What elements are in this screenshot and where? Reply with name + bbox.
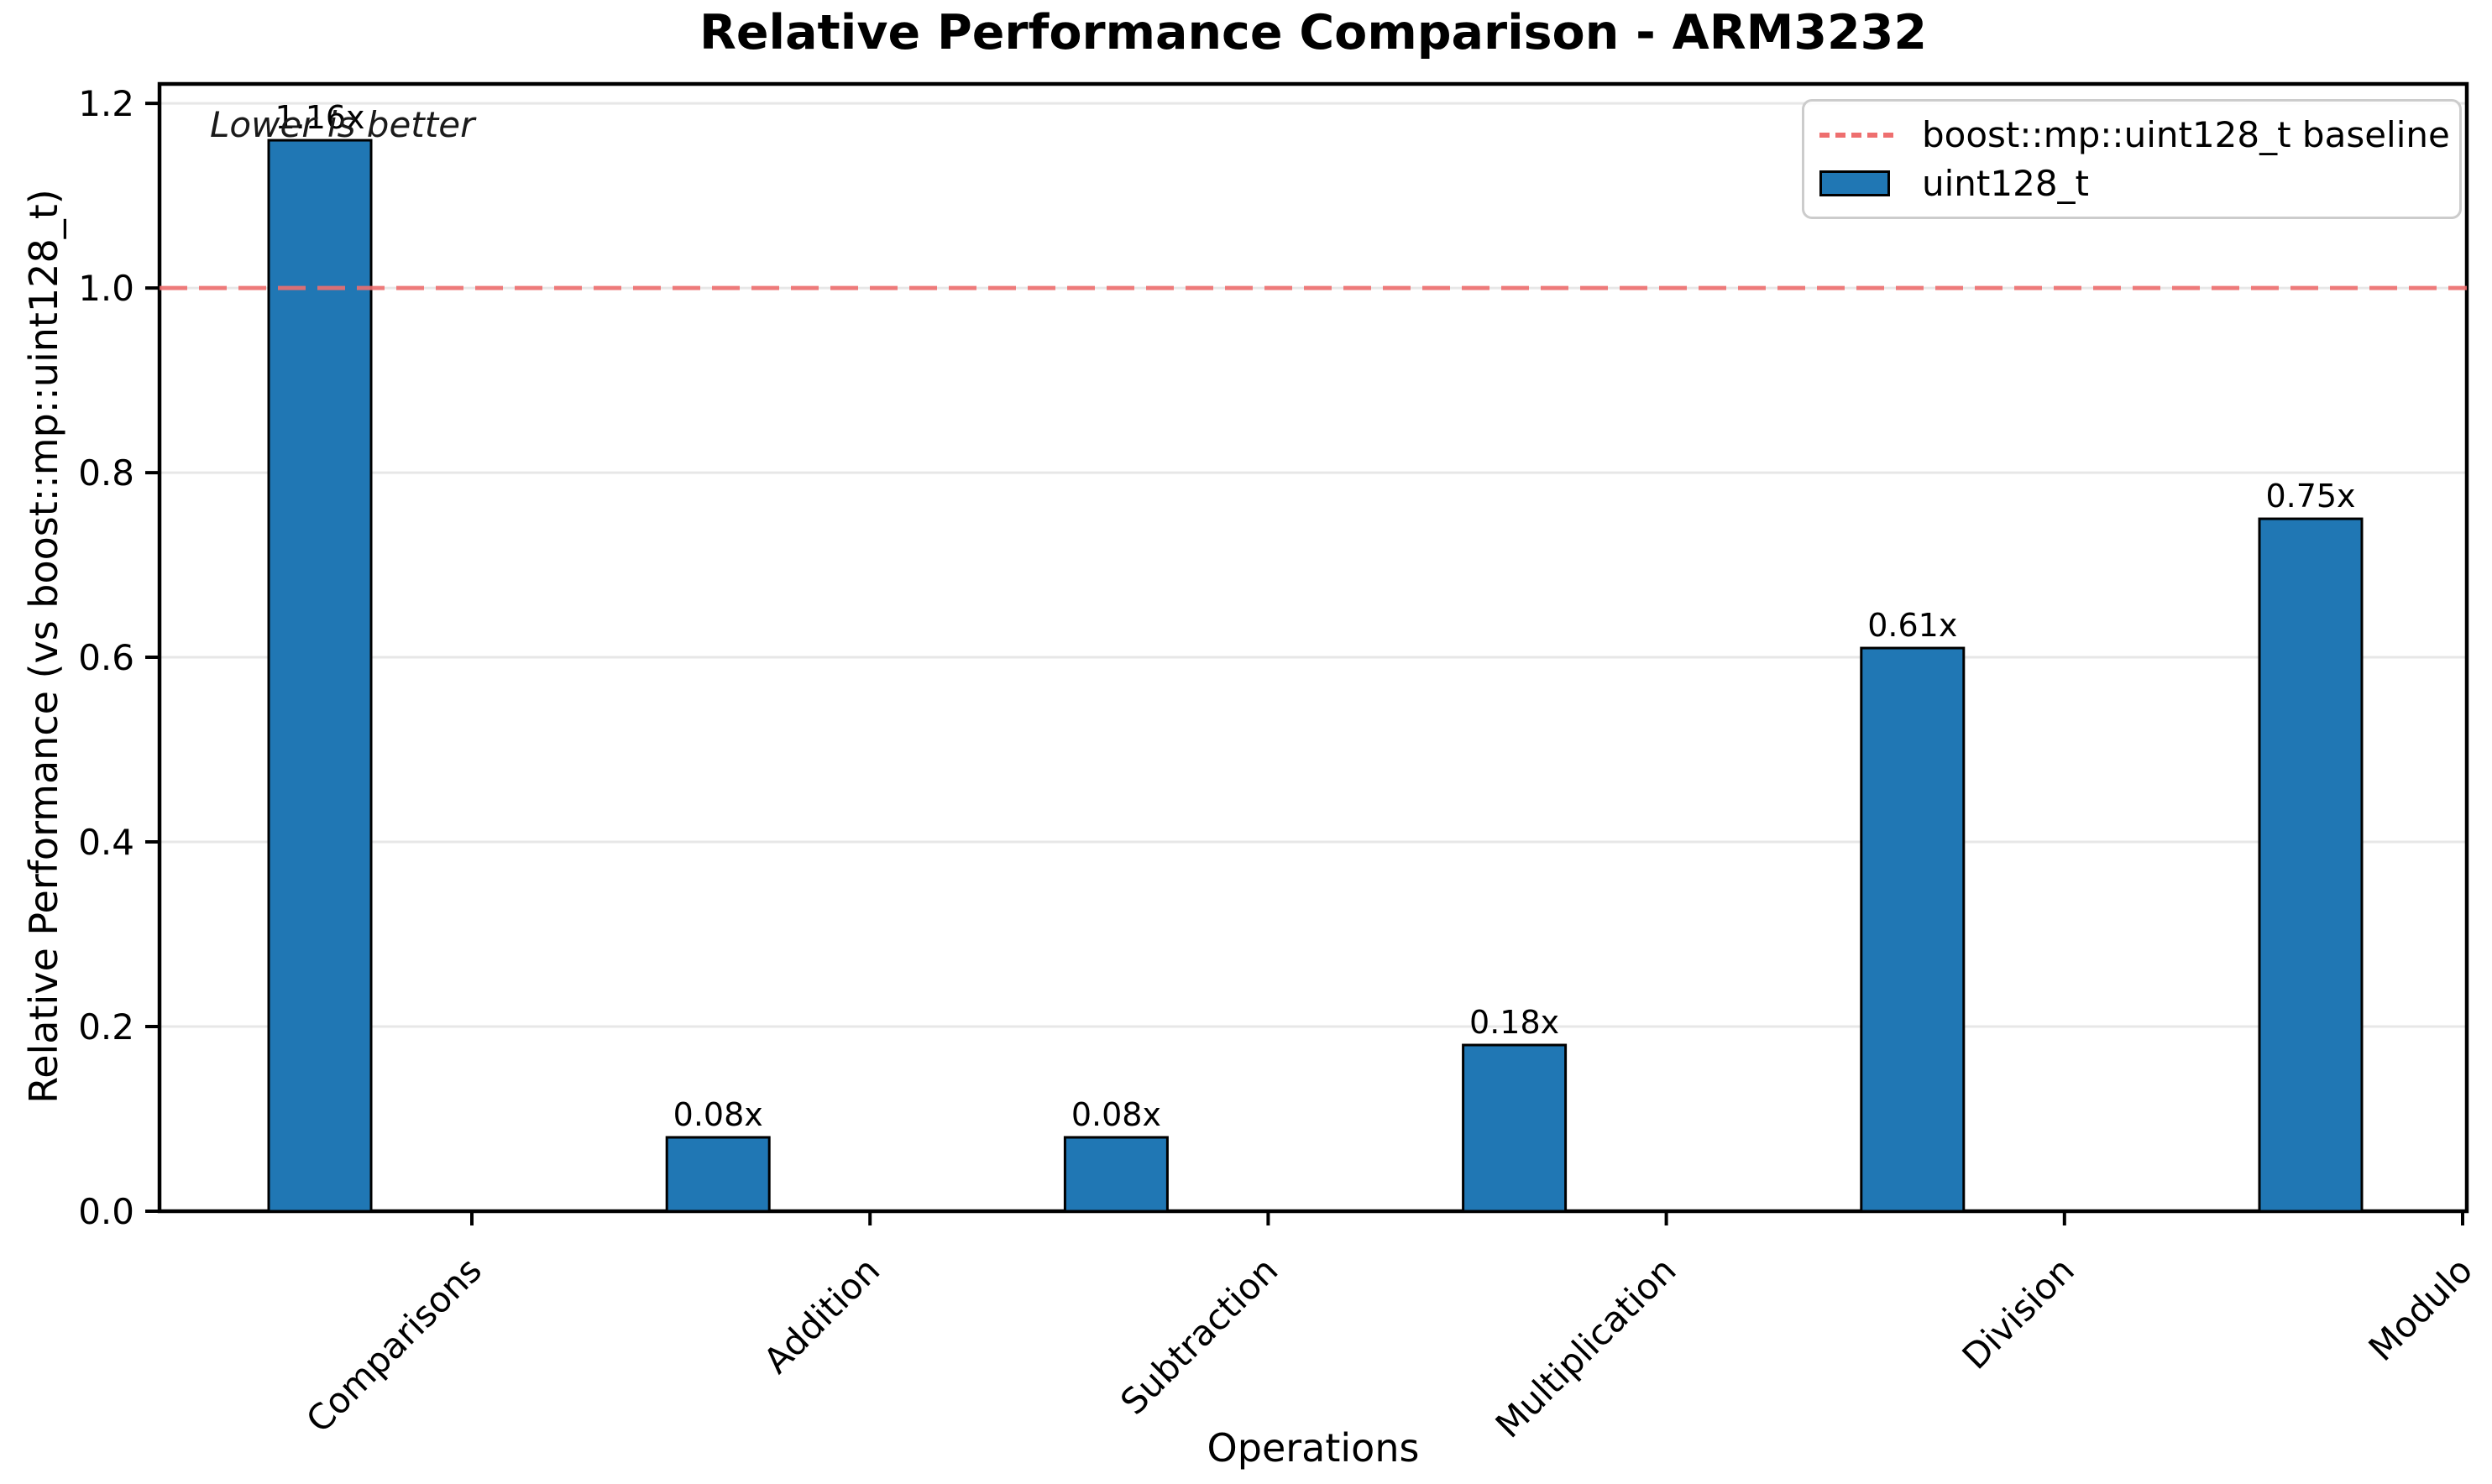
plot-border	[157, 81, 2469, 1214]
x-tick-label-modulo: Modulo	[2361, 1249, 2481, 1369]
bar-value-label: 0.08x	[673, 1096, 763, 1133]
legend-entry-uint128: uint128_t	[1804, 163, 2459, 204]
legend-entry-baseline: boost::mp::uint128_t baseline	[1804, 114, 2459, 155]
y-tick-label: 0.8	[78, 452, 134, 494]
x-tick-label-comparisons: Comparisons	[298, 1249, 490, 1440]
bar-value-label: 0.08x	[1071, 1096, 1161, 1133]
chart-title: Relative Performance Comparison - ARM323…	[699, 5, 1928, 60]
y-tick-label: 1.2	[78, 83, 134, 124]
legend-label-baseline: boost::mp::uint128_t baseline	[1922, 114, 2450, 155]
y-tick-label: 0.4	[78, 822, 134, 863]
y-tick-label: 0.0	[78, 1191, 134, 1232]
lower-is-better-annotation: Lower is better	[210, 104, 475, 145]
x-axis-label: Operations	[1207, 1425, 1420, 1471]
legend-symbol-cell	[1819, 170, 1900, 196]
y-tick-label: 0.2	[78, 1006, 134, 1048]
bar-division	[1860, 646, 1966, 1213]
bar-subtraction	[1063, 1136, 1169, 1213]
bar-value-label: 1.16x	[275, 99, 364, 136]
legend-symbol-cell	[1819, 132, 1900, 138]
bar-value-label: 0.18x	[1469, 1004, 1559, 1041]
x-tick-label-multiplication: Multiplication	[1488, 1249, 1684, 1445]
bar-multiplication	[1462, 1043, 1568, 1213]
y-tick-label: 1.0	[78, 268, 134, 309]
bar-modulo	[2258, 517, 2364, 1213]
legend: boost::mp::uint128_t baseline uint128_t	[1802, 99, 2462, 219]
uint128-swatch-icon	[1819, 170, 1890, 196]
x-tick-label-addition: Addition	[756, 1249, 887, 1381]
legend-label-uint128: uint128_t	[1922, 163, 2090, 204]
bar-addition	[665, 1136, 771, 1213]
bar-value-label: 0.61x	[1867, 607, 1957, 644]
y-tick-label: 0.6	[78, 637, 134, 678]
bar-value-label: 0.75x	[2265, 478, 2355, 515]
x-tick-label-division: Division	[1955, 1249, 2082, 1377]
x-tick-label-subtraction: Subtraction	[1112, 1249, 1285, 1422]
bar-comparisons	[267, 138, 373, 1213]
y-axis-label: Relative Performance (vs boost::mp::uint…	[21, 189, 66, 1104]
baseline-dashed-line-icon	[1819, 132, 1893, 138]
